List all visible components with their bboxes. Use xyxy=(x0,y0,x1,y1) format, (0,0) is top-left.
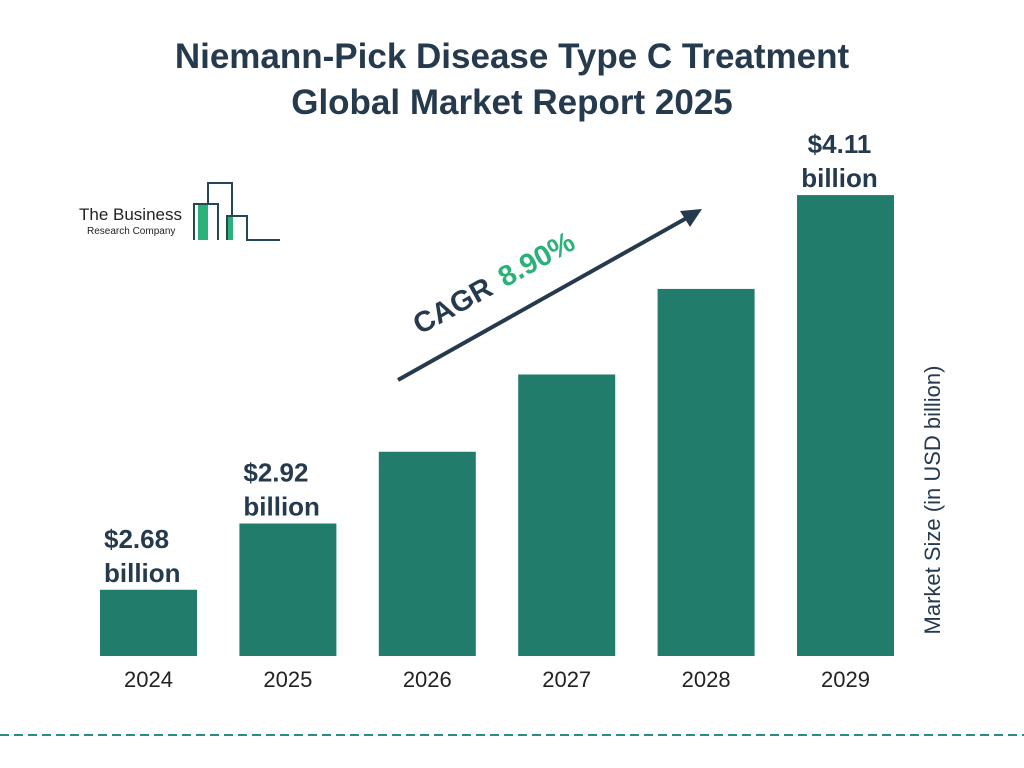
bar-2029 xyxy=(797,195,894,656)
data-label: $2.92 xyxy=(243,458,308,488)
bar-2024 xyxy=(100,589,197,656)
cagr-arrow xyxy=(397,209,702,382)
logo-text-line2: Research Company xyxy=(87,226,176,237)
x-tick-label: 2027 xyxy=(542,667,591,692)
data-label: $2.68 xyxy=(104,524,169,554)
bar-2026 xyxy=(378,451,476,656)
logo-text-line1: The Business xyxy=(79,205,182,224)
data-label: $4.11 xyxy=(808,129,872,159)
data-label: billion xyxy=(104,558,181,588)
bar-2025 xyxy=(239,523,337,656)
y-axis-label: Market Size (in USD billion) xyxy=(920,366,945,635)
data-label: billion xyxy=(801,163,878,193)
x-tick-label: 2028 xyxy=(682,667,731,692)
data-label: billion xyxy=(243,492,320,522)
x-tick-label: 2026 xyxy=(403,667,452,692)
x-tick-label: 2029 xyxy=(821,667,870,692)
x-tick-label: 2025 xyxy=(263,667,312,692)
x-tick-label: 2024 xyxy=(124,667,173,692)
logo-graphic xyxy=(193,182,280,241)
bar-2028 xyxy=(657,288,755,656)
bar-2027 xyxy=(518,374,616,656)
chart-title: Niemann-Pick Disease Type C Treatment Gl… xyxy=(174,37,850,122)
